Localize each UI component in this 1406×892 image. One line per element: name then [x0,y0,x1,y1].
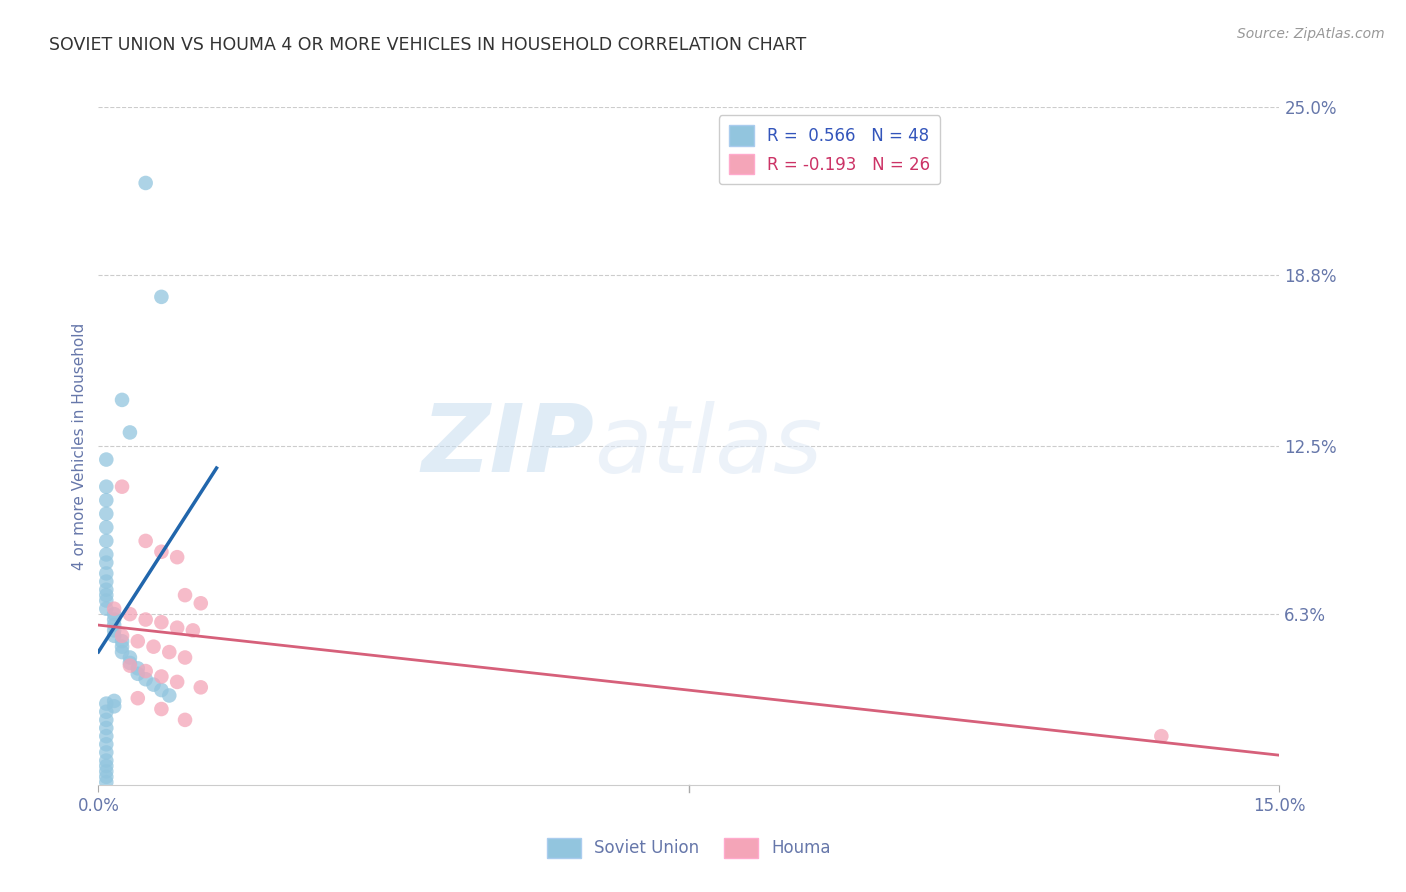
Point [118,425,141,440]
Point [96,705,118,719]
Point [174,713,197,727]
Point [96,533,118,548]
Point [111,634,134,648]
Point [103,613,125,627]
Point [96,582,118,597]
Point [166,621,188,635]
Point [96,770,118,784]
Text: ZIP: ZIP [422,400,595,492]
Point [96,729,118,743]
Point [135,176,157,190]
Point [118,650,141,665]
Point [103,629,125,643]
Point [103,607,125,621]
Point [103,601,125,615]
Point [181,624,204,638]
Point [96,601,118,615]
Point [127,634,149,648]
Point [118,658,141,673]
Point [190,681,212,695]
Point [111,480,134,494]
Point [174,650,197,665]
Point [157,645,180,659]
Point [96,759,118,773]
Point [111,645,134,659]
Point [142,678,165,692]
Point [103,694,125,708]
Point [96,566,118,581]
Point [111,392,134,407]
Legend: Soviet Union, Houma: Soviet Union, Houma [541,831,837,864]
Point [166,674,188,689]
Point [135,664,157,678]
Point [111,629,134,643]
Point [96,480,118,494]
Point [103,699,125,714]
Point [96,452,118,467]
Text: Source: ZipAtlas.com: Source: ZipAtlas.com [1237,27,1385,41]
Point [103,618,125,632]
Point [190,596,212,610]
Point [96,593,118,607]
Point [150,290,173,304]
Point [174,588,197,602]
Point [96,697,118,711]
Point [150,545,173,559]
Point [135,672,157,686]
Point [96,775,118,789]
Point [96,556,118,570]
Point [150,702,173,716]
Point [142,640,165,654]
Point [150,683,173,698]
Point [150,669,173,683]
Point [157,689,180,703]
Text: SOVIET UNION VS HOUMA 4 OR MORE VEHICLES IN HOUSEHOLD CORRELATION CHART: SOVIET UNION VS HOUMA 4 OR MORE VEHICLES… [49,36,807,54]
Point [127,691,149,706]
Point [96,764,118,779]
Point [96,507,118,521]
Point [96,737,118,751]
Point [127,666,149,681]
Point [103,624,125,638]
Point [96,721,118,735]
Point [118,656,141,670]
Text: atlas: atlas [595,401,823,491]
Point [96,754,118,768]
Point [118,607,141,621]
Point [135,613,157,627]
Point [96,548,118,562]
Point [166,550,188,565]
Point [96,574,118,589]
Point [96,493,118,508]
Point [96,746,118,760]
Point [96,520,118,534]
Point [127,661,149,675]
Point [96,713,118,727]
Y-axis label: 4 or more Vehicles in Household: 4 or more Vehicles in Household [72,322,87,570]
Point [111,640,134,654]
Point [96,588,118,602]
Point [135,533,157,548]
Point [1150,729,1173,743]
Point [150,615,173,630]
